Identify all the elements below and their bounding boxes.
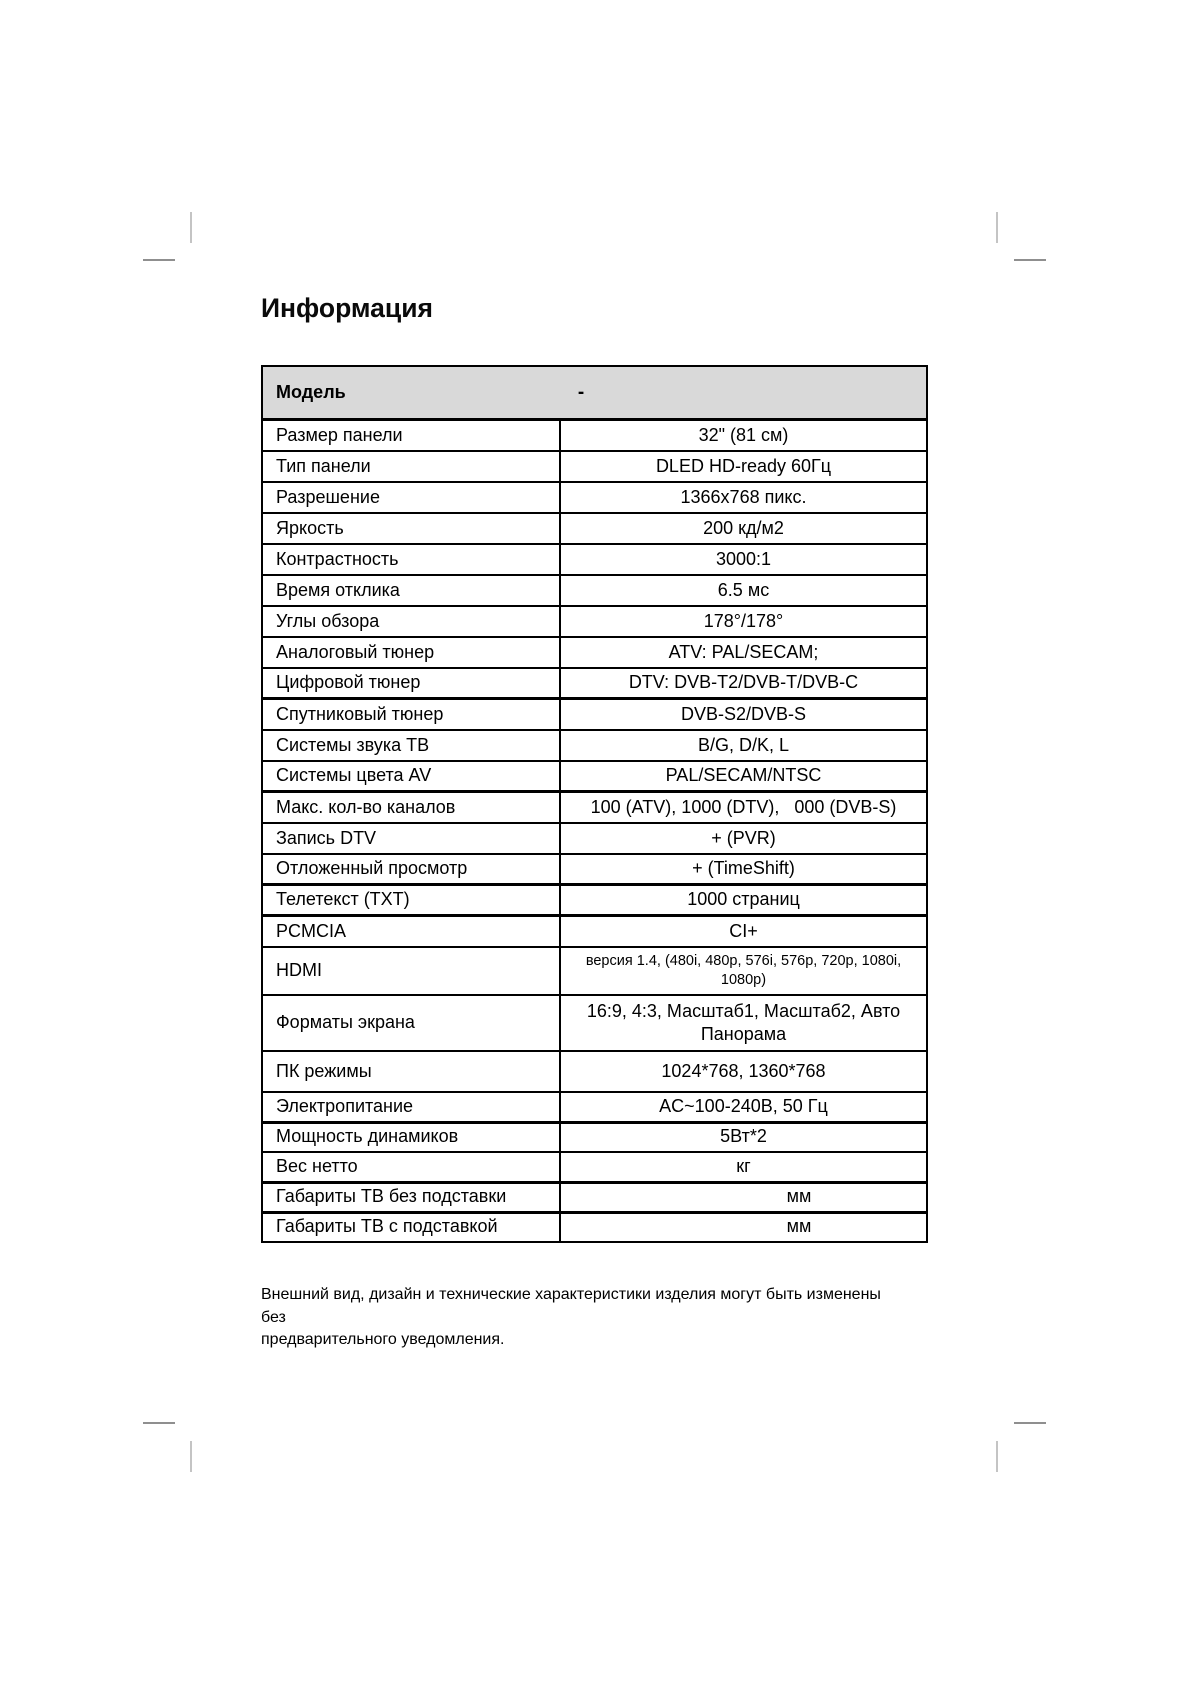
table-row: PCMCIA CI+	[262, 915, 927, 948]
table-header-row: Модель -	[262, 366, 927, 421]
spec-label: Вес нетто	[262, 1152, 561, 1184]
table-row: Системы цвета AV PAL/SECAM/NTSC	[262, 760, 927, 793]
table-row: Тип панели DLED HD-ready 60Гц	[262, 450, 927, 483]
crop-mark-top-left-vertical	[190, 212, 192, 243]
spec-label: Электропитание	[262, 1092, 561, 1124]
footer-note-line1: Внешний вид, дизайн и технические характ…	[261, 1286, 881, 1326]
spec-value: 6.5 мс	[560, 574, 927, 607]
spec-label: Габариты ТВ без подставки	[262, 1182, 561, 1214]
page-title: Информация	[261, 293, 433, 323]
spec-value: ATV: PAL/SECAM;	[560, 636, 927, 669]
spec-label: Цифровой тюнер	[262, 667, 561, 700]
spec-label: Форматы экрана	[262, 994, 561, 1052]
spec-value: 200 кд/м2	[560, 512, 927, 545]
table-row: Время отклика 6.5 мс	[262, 574, 927, 607]
spec-value: CI+	[560, 915, 927, 948]
spec-value: кг	[560, 1152, 927, 1184]
table-row-screen-formats: Форматы экрана 16:9, 4:3, Масштаб1, Масш…	[262, 994, 927, 1052]
table-row: Аналоговый тюнер ATV: PAL/SECAM;	[262, 636, 927, 669]
spec-label: Запись DTV	[262, 822, 561, 855]
table-row: Габариты ТВ с подставкой мм	[262, 1212, 927, 1242]
spec-label: Яркость	[262, 512, 561, 545]
spec-label: Углы обзора	[262, 605, 561, 638]
table-row-pc-modes: ПК режимы 1024*768, 1360*768	[262, 1050, 927, 1092]
footer-note-line2: предварительного уведомления.	[261, 1331, 505, 1349]
spec-value: 1366x768 пикс.	[560, 481, 927, 514]
table-row: Размер панели 32" (81 см)	[262, 419, 927, 452]
spec-label: Аналоговый тюнер	[262, 636, 561, 669]
table-row: Вес нетто кг	[262, 1152, 927, 1184]
table-row: Цифровой тюнер DTV: DVB-T2/DVB-T/DVB-C	[262, 667, 927, 700]
spec-label: Системы звука ТВ	[262, 729, 561, 762]
spec-value: мм	[560, 1182, 927, 1214]
table-row-hdmi: HDMI версия 1.4, (480i, 480p, 576i, 576p…	[262, 946, 927, 996]
crop-mark-top-right-horizontal	[1014, 259, 1046, 261]
spec-value: 16:9, 4:3, Масштаб1, Масштаб2, Авто Пано…	[560, 994, 927, 1052]
spec-value: версия 1.4, (480i, 480p, 576i, 576p, 720…	[560, 946, 927, 996]
table-row: Мощность динамиков 5Вт*2	[262, 1122, 927, 1153]
spec-value: + (PVR)	[560, 822, 927, 855]
spec-value: 5Вт*2	[560, 1122, 927, 1153]
spec-table: Модель - Размер панели 32" (81 см) Тип п…	[261, 365, 928, 1093]
spec-value: PAL/SECAM/NTSC	[560, 760, 927, 793]
spec-value: 32" (81 см)	[560, 419, 927, 452]
spec-value: + (TimeShift)	[560, 853, 927, 886]
spec-value: DVB-S2/DVB-S	[560, 698, 927, 731]
spec-value: 178°/178°	[560, 605, 927, 638]
spec-value: AC~100-240В, 50 Гц	[560, 1092, 927, 1124]
table-row: Габариты ТВ без подставки мм	[262, 1182, 927, 1214]
spec-label: Контрастность	[262, 543, 561, 576]
crop-mark-bottom-right-horizontal	[1014, 1422, 1046, 1424]
spec-value: 1000 страниц	[560, 884, 927, 917]
table-row: Яркость 200 кд/м2	[262, 512, 927, 545]
spec-label: PCMCIA	[262, 915, 561, 948]
spec-value: DLED HD-ready 60Гц	[560, 450, 927, 483]
table-row: Отложенный просмотр + (TimeShift)	[262, 853, 927, 886]
spec-value: DTV: DVB-T2/DVB-T/DVB-C	[560, 667, 927, 700]
spec-label: Время отклика	[262, 574, 561, 607]
spec-label: Отложенный просмотр	[262, 853, 561, 886]
model-header-value: -	[560, 366, 927, 421]
model-header-label: Модель	[262, 366, 560, 421]
spec-value: B/G, D/K, L	[560, 729, 927, 762]
crop-mark-bottom-left-vertical	[190, 1441, 192, 1472]
table-row: Углы обзора 178°/178°	[262, 605, 927, 638]
table-row: Контрастность 3000:1	[262, 543, 927, 576]
spec-value: мм	[786, 1216, 812, 1236]
spec-label: Системы цвета AV	[262, 760, 561, 793]
crop-mark-top-left-horizontal	[143, 259, 175, 261]
spec-label: Спутниковый тюнер	[262, 698, 561, 731]
footer-note: Внешний вид, дизайн и технические характ…	[261, 1284, 901, 1352]
spec-value: 1024*768, 1360*768	[661, 1061, 826, 1081]
crop-mark-top-right-vertical	[996, 212, 998, 243]
table-row: Разрешение 1366x768 пикс.	[262, 481, 927, 514]
table-row: Запись DTV + (PVR)	[262, 822, 927, 855]
spec-label: Макс. кол-во каналов	[262, 791, 561, 824]
spec-label: Размер панели	[262, 419, 561, 452]
table-row: Макс. кол-во каналов 100 (ATV), 1000 (DT…	[262, 791, 927, 824]
spec-value: 100 (ATV), 1000 (DTV), 000 (DVB-S)	[560, 791, 927, 824]
spec-label: Тип панели	[262, 450, 561, 483]
spec-label: Мощность динамиков	[262, 1122, 561, 1153]
spec-label: HDMI	[262, 946, 561, 996]
spec-label: Телетекст (TXT)	[262, 884, 561, 917]
table-row: Электропитание AC~100-240В, 50 Гц	[262, 1092, 927, 1124]
spec-label: Габариты ТВ с подставкой	[262, 1212, 561, 1242]
table-row: Спутниковый тюнер DVB-S2/DVB-S	[262, 698, 927, 731]
crop-mark-bottom-left-horizontal	[143, 1422, 175, 1424]
table-row: Телетекст (TXT) 1000 страниц	[262, 884, 927, 917]
crop-mark-bottom-right-vertical	[996, 1441, 998, 1472]
power-table: Электропитание AC~100-240В, 50 Гц Мощнос…	[261, 1091, 928, 1243]
table-row: Системы звука ТВ B/G, D/K, L	[262, 729, 927, 762]
spec-value: 3000:1	[560, 543, 927, 576]
spec-label: ПК режимы	[262, 1050, 561, 1092]
spec-label: Разрешение	[262, 481, 561, 514]
